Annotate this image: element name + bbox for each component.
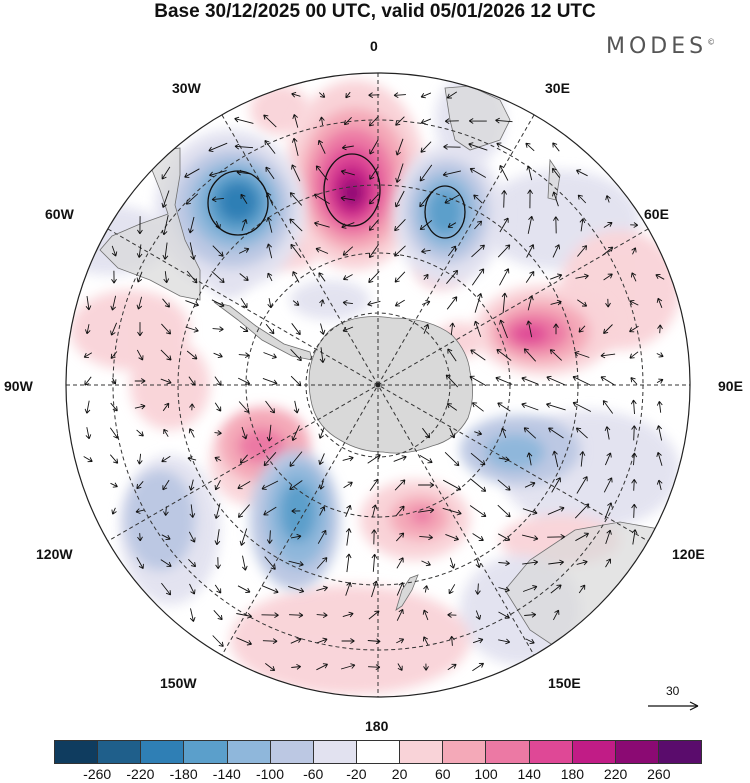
colorbar-swatch	[227, 741, 271, 763]
reference-vector-label: 30	[666, 684, 680, 698]
circulation-contours	[207, 153, 466, 239]
colorbar-tick-label: -260	[83, 766, 112, 782]
south-america-land	[99, 147, 201, 301]
colorbar-swatch	[184, 741, 228, 763]
lon-label-120e: 120E	[672, 546, 705, 562]
colorbar-swatch	[443, 741, 487, 763]
colorbar-tick-label: 260	[647, 766, 671, 782]
colorbar-swatch	[658, 741, 702, 763]
colorbar-swatch	[572, 741, 616, 763]
colorbar-tick-label: -140	[212, 766, 241, 782]
colorbar-swatch	[55, 741, 99, 763]
lon-label-120w: 120W	[36, 546, 73, 562]
colorbar-tick-label: 100	[474, 766, 498, 782]
colorbar-swatch	[356, 741, 401, 763]
lon-label-0: 0	[370, 38, 378, 54]
colorbar-swatch	[98, 741, 142, 763]
antarctic-peninsula	[213, 301, 313, 361]
colorbar-tick-label: -100	[255, 766, 285, 782]
colorbar-tick-label: -220	[126, 766, 155, 782]
colorbar-tick-label: 20	[391, 766, 408, 782]
colorbar-swatch	[529, 741, 573, 763]
colorbar-tick-label: 220	[603, 766, 628, 782]
lon-label-60e: 60E	[644, 206, 669, 222]
lon-label-60w: 60W	[45, 206, 74, 222]
reference-vector-arrow	[648, 701, 699, 711]
brand-name: MODES	[606, 34, 708, 59]
colorbar-swatch	[400, 741, 444, 763]
colorbar-swatch	[615, 741, 659, 763]
colorbar-swatch	[141, 741, 185, 763]
new-zealand-land	[395, 574, 419, 611]
colorbar-tick-label: 180	[560, 766, 585, 782]
lon-label-180: 180	[365, 718, 389, 734]
map-title: Base 30/12/2025 00 UTC, valid 05/01/2026…	[154, 1, 596, 22]
south-pole-marker	[375, 382, 381, 388]
lon-label-90w: 90W	[4, 378, 33, 394]
wind-vectors	[83, 91, 665, 672]
lon-label-150e: 150E	[548, 675, 581, 691]
lon-label-30e: 30E	[545, 80, 570, 96]
map-border	[65, 72, 691, 698]
colorbar-swatch	[313, 741, 357, 763]
colorbar-tick-label: -180	[169, 766, 198, 782]
colorbar	[54, 740, 702, 764]
lon-label-150w: 150W	[160, 675, 197, 691]
colorbar-swatch	[270, 741, 314, 763]
colorbar-swatch	[486, 741, 530, 763]
colorbar-tick-label: 140	[517, 766, 541, 782]
lon-label-30w: 30W	[172, 80, 201, 96]
colorbar-tick-label: -60	[303, 766, 324, 782]
colorbar-tick-label: 60	[435, 766, 451, 782]
vector-arrows	[83, 91, 665, 672]
lon-label-90e: 90E	[718, 378, 743, 394]
modes-logo: MODES©	[606, 34, 715, 59]
copyright-mark: ©	[707, 37, 716, 47]
colorbar-tick-label: -20	[346, 766, 367, 782]
